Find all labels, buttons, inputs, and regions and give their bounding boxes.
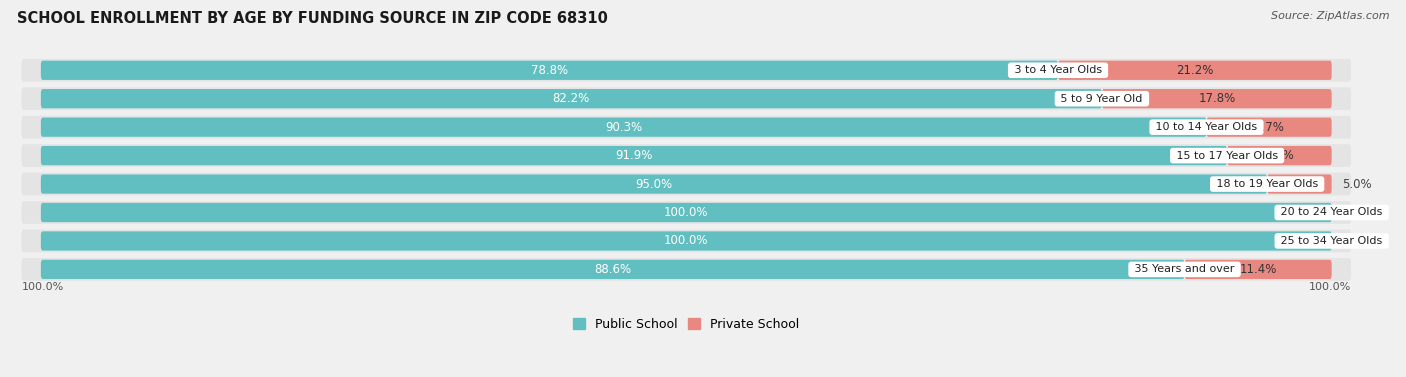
FancyBboxPatch shape [21,173,1351,195]
Text: 90.3%: 90.3% [605,121,643,134]
FancyBboxPatch shape [41,231,1331,251]
FancyBboxPatch shape [1227,146,1331,165]
Text: 11.4%: 11.4% [1240,263,1277,276]
FancyBboxPatch shape [41,146,1331,165]
Text: 100.0%: 100.0% [664,206,709,219]
Text: 21.2%: 21.2% [1177,64,1213,77]
Text: 35 Years and over: 35 Years and over [1130,264,1237,274]
FancyBboxPatch shape [41,175,1267,194]
Text: 100.0%: 100.0% [664,234,709,247]
Text: 17.8%: 17.8% [1198,92,1236,105]
Text: 8.1%: 8.1% [1264,149,1295,162]
FancyBboxPatch shape [21,258,1351,281]
Text: 0.0%: 0.0% [1344,206,1374,219]
Text: 25 to 34 Year Olds: 25 to 34 Year Olds [1277,236,1386,246]
Text: 95.0%: 95.0% [636,178,672,190]
FancyBboxPatch shape [41,260,1331,279]
FancyBboxPatch shape [41,203,1331,222]
FancyBboxPatch shape [41,118,1331,137]
FancyBboxPatch shape [41,231,1331,251]
Text: 78.8%: 78.8% [531,64,568,77]
FancyBboxPatch shape [1267,175,1331,194]
Text: 20 to 24 Year Olds: 20 to 24 Year Olds [1277,207,1386,218]
FancyBboxPatch shape [41,118,1206,137]
FancyBboxPatch shape [41,89,1102,108]
FancyBboxPatch shape [41,203,1331,222]
FancyBboxPatch shape [41,61,1059,80]
FancyBboxPatch shape [21,144,1351,167]
FancyBboxPatch shape [41,89,1331,108]
FancyBboxPatch shape [1059,61,1331,80]
Text: 15 to 17 Year Olds: 15 to 17 Year Olds [1173,150,1281,161]
FancyBboxPatch shape [1102,89,1331,108]
Text: 0.0%: 0.0% [1344,234,1374,247]
FancyBboxPatch shape [21,116,1351,138]
FancyBboxPatch shape [21,201,1351,224]
Text: 91.9%: 91.9% [616,149,652,162]
Text: 3 to 4 Year Olds: 3 to 4 Year Olds [1011,65,1105,75]
Text: SCHOOL ENROLLMENT BY AGE BY FUNDING SOURCE IN ZIP CODE 68310: SCHOOL ENROLLMENT BY AGE BY FUNDING SOUR… [17,11,607,26]
FancyBboxPatch shape [21,87,1351,110]
Text: 18 to 19 Year Olds: 18 to 19 Year Olds [1213,179,1322,189]
FancyBboxPatch shape [41,175,1331,194]
Text: Source: ZipAtlas.com: Source: ZipAtlas.com [1271,11,1389,21]
FancyBboxPatch shape [21,59,1351,82]
Text: 100.0%: 100.0% [1309,282,1351,292]
FancyBboxPatch shape [41,260,1184,279]
FancyBboxPatch shape [41,61,1331,80]
Text: 100.0%: 100.0% [21,282,63,292]
Text: 88.6%: 88.6% [595,263,631,276]
FancyBboxPatch shape [1206,118,1331,137]
FancyBboxPatch shape [41,146,1227,165]
Text: 82.2%: 82.2% [553,92,591,105]
Text: 9.7%: 9.7% [1254,121,1284,134]
Text: 5 to 9 Year Old: 5 to 9 Year Old [1057,94,1146,104]
Text: 5.0%: 5.0% [1341,178,1372,190]
FancyBboxPatch shape [1184,260,1331,279]
Text: 10 to 14 Year Olds: 10 to 14 Year Olds [1152,122,1261,132]
FancyBboxPatch shape [21,230,1351,252]
Legend: Public School, Private School: Public School, Private School [568,313,804,336]
